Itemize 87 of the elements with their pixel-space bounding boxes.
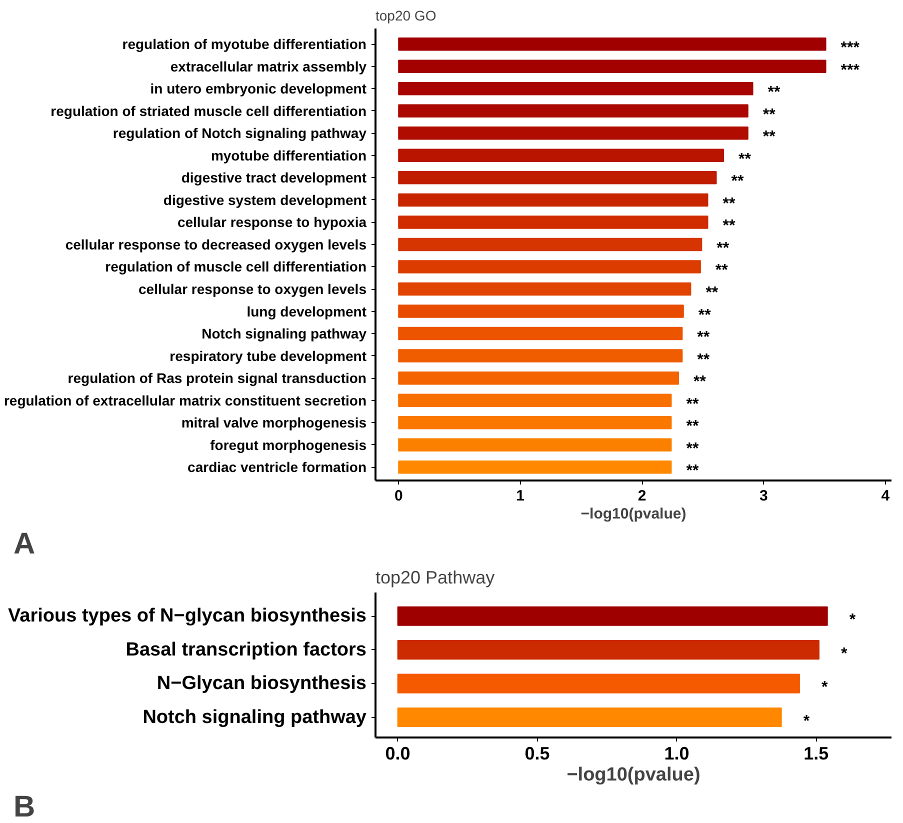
y-tick-label: regulation of myotube differentiation: [122, 36, 367, 52]
y-tick-label: N−Glycan biosynthesis: [156, 673, 367, 694]
data-label: **: [716, 240, 730, 257]
bar: [398, 216, 708, 229]
x-tick-label: 3: [760, 488, 768, 504]
data-label: **: [706, 284, 719, 302]
x-tick-label: 1: [516, 488, 524, 504]
y-tick-label: respiratory tube development: [170, 348, 367, 364]
y-tick-label: cellular response to hypoxia: [177, 214, 367, 230]
bar: [398, 282, 692, 296]
bar: [397, 674, 800, 694]
x-axis-title: −log10(pvalue): [566, 764, 700, 786]
x-tick-label: 0.5: [524, 744, 550, 764]
data-label: *: [840, 645, 848, 662]
data-label: *: [803, 712, 810, 730]
bar: [398, 37, 826, 51]
data-label: **: [686, 440, 700, 458]
y-tick-label: cellular response to decreased oxygen levels: [65, 236, 367, 252]
x-tick-label: 1.0: [664, 744, 690, 764]
data-label: **: [762, 128, 776, 146]
bar: [398, 104, 748, 118]
y-tick-label: regulation of extracellular matrix constituent secretion: [4, 392, 367, 408]
bar: [398, 82, 754, 96]
data-label: **: [698, 306, 712, 324]
text: A: [14, 528, 36, 560]
bar: [398, 394, 672, 407]
data-label: **: [686, 462, 700, 480]
data-label: *: [821, 679, 828, 696]
data-label: **: [738, 150, 752, 168]
y-tick-label: mitral valve morphogenesis: [181, 414, 367, 431]
bar: [398, 238, 702, 252]
data-label: **: [722, 195, 736, 212]
y-tick-label: regulation of striated muscle cell differentiation: [50, 102, 367, 119]
data-label: ***: [840, 40, 860, 57]
y-tick-label: in utero embryonic development: [150, 80, 367, 97]
y-tick-label: digestive tract development: [181, 170, 367, 186]
x-tick-label: 0: [394, 488, 403, 504]
y-tick-label: digestive system development: [163, 192, 367, 208]
bar: [398, 148, 724, 162]
x-tick-label: 1.5: [804, 744, 829, 764]
y-tick-label: regulation of Notch signaling pathway: [112, 125, 367, 142]
y-tick-label: regulation of muscle cell differentiation: [105, 258, 367, 275]
data-label: **: [768, 84, 781, 102]
data-label: **: [731, 173, 744, 190]
data-label: *: [849, 612, 856, 629]
text: B: [14, 790, 36, 823]
x-axis-title: −log10(pvalue): [580, 506, 686, 522]
bar: [398, 460, 672, 474]
chart-title: top20 Pathway: [376, 568, 495, 588]
y-tick-label: cardiac ventricle formation: [188, 459, 366, 476]
bar: [398, 349, 683, 362]
bar: [397, 707, 782, 728]
y-tick-label: Various types of N−glycan biosynthesis: [8, 606, 367, 627]
bar: [398, 60, 826, 73]
bar: [398, 304, 684, 318]
bar: [398, 416, 672, 430]
x-tick-label: 4: [881, 488, 890, 504]
y-tick-label: regulation of Ras protein signal transduction: [68, 370, 367, 386]
y-tick-label: Notch signaling pathway: [142, 706, 367, 728]
data-label: **: [686, 418, 700, 436]
bar: [398, 171, 717, 184]
y-tick-label: extracellular matrix assembly: [170, 58, 367, 74]
bar: [397, 606, 828, 626]
data-label: **: [694, 374, 707, 391]
bar: [397, 640, 820, 660]
y-tick-label: foregut morphogenesis: [210, 436, 367, 453]
bar: [398, 260, 701, 274]
bar: [398, 326, 683, 340]
y-tick-label: cellular response to oxygen levels: [138, 281, 367, 298]
chart-title: top20 GO: [376, 8, 436, 24]
y-tick-label: Basal transcription factors: [126, 639, 367, 660]
data-label: **: [722, 218, 736, 235]
bar: [398, 438, 672, 452]
y-tick-label: myotube differentiation: [210, 147, 367, 164]
data-label: ***: [840, 62, 860, 79]
bar: [398, 371, 680, 385]
x-tick-label: 2: [638, 488, 646, 504]
bar: [398, 126, 748, 140]
data-label: **: [697, 329, 710, 346]
data-label: **: [697, 351, 710, 368]
x-tick-label: 0.0: [385, 744, 410, 764]
y-tick-label: lung development: [246, 303, 367, 320]
bar: [398, 193, 708, 207]
data-label: **: [686, 396, 700, 413]
data-label: **: [715, 262, 729, 280]
y-tick-label: Notch signaling pathway: [202, 326, 367, 342]
data-label: **: [762, 106, 776, 124]
